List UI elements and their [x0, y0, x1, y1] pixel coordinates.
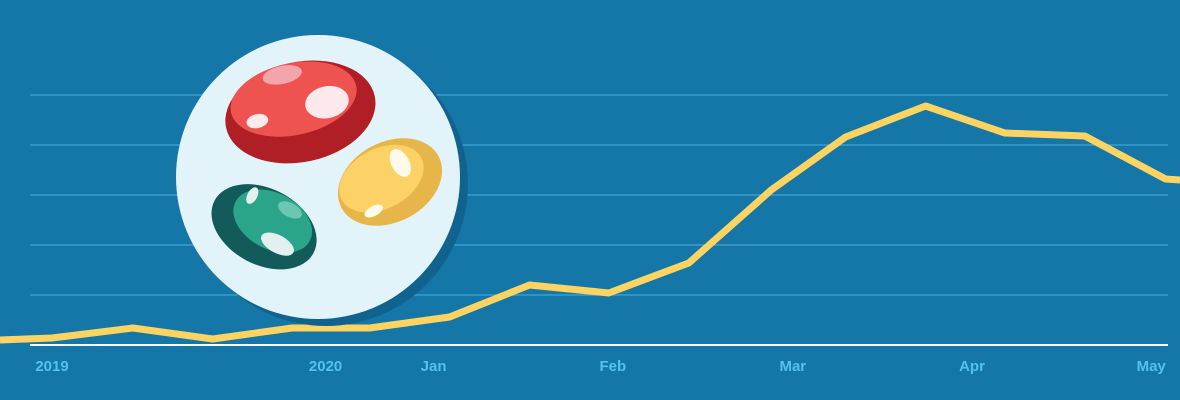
x-tick-label: Apr	[959, 358, 985, 375]
x-tick-label: Mar	[779, 358, 806, 375]
series-line	[0, 102, 1180, 344]
x-tick-label: 2019	[35, 358, 68, 375]
beans-icon	[176, 35, 468, 326]
x-tick-labels: 2019 2020 Jan Feb Mar Apr May	[35, 358, 1166, 375]
x-tick-label: Feb	[599, 358, 626, 375]
x-tick-label: 2020	[309, 358, 342, 375]
x-tick-label: May	[1137, 358, 1167, 375]
x-tick-label: Jan	[421, 358, 447, 375]
